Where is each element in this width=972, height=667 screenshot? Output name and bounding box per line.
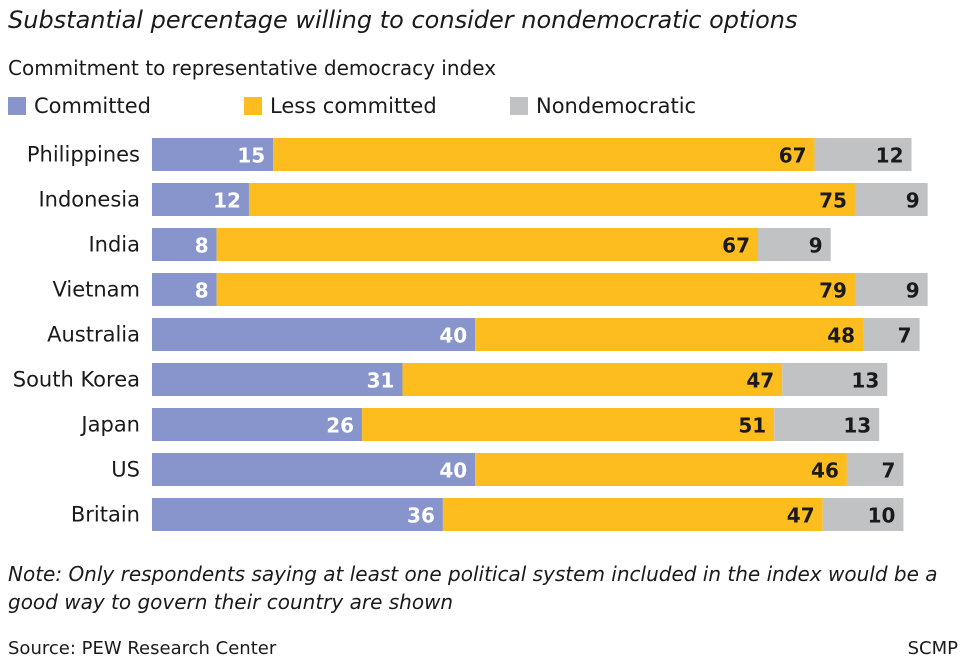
bar-row-britain: Britain 36 47 10 xyxy=(71,498,904,531)
data-label-committed: 31 xyxy=(367,369,395,393)
data-label-committed: 40 xyxy=(439,459,467,483)
data-label-less-committed: 67 xyxy=(779,144,807,168)
bar-segment-committed xyxy=(152,498,443,531)
data-label-nondemocratic: 10 xyxy=(868,504,896,528)
bar-segment-nondemocratic xyxy=(814,138,912,171)
data-label-nondemocratic: 9 xyxy=(906,189,920,213)
category-label: Indonesia xyxy=(38,188,140,212)
data-label-nondemocratic: 9 xyxy=(906,279,920,303)
bar-segment-nondemocratic xyxy=(854,273,928,306)
data-label-nondemocratic: 9 xyxy=(809,234,823,258)
bar-row-india: India 8 67 9 xyxy=(88,228,831,261)
legend-swatch-less-committed xyxy=(244,97,262,115)
chart-note: Note: Only respondents saying at least o… xyxy=(8,562,938,614)
data-label-less-committed: 79 xyxy=(819,279,847,303)
bar-segment-nondemocratic xyxy=(854,183,928,216)
bar-segment-committed xyxy=(152,318,476,351)
bar-segment-nondemocratic xyxy=(846,453,904,486)
category-label: Vietnam xyxy=(52,278,140,302)
bar-row-us: US 40 46 7 xyxy=(111,453,904,486)
bar-segment-less-committed xyxy=(248,183,855,216)
bar-segment-nondemocratic xyxy=(774,408,880,441)
bar-segment-committed xyxy=(152,183,249,216)
bar-segment-less-committed xyxy=(475,453,847,486)
bar-segment-committed xyxy=(152,273,217,306)
bar-row-south-korea: South Korea 31 47 13 xyxy=(13,363,888,396)
category-label: Australia xyxy=(47,323,140,347)
data-label-less-committed: 46 xyxy=(811,459,839,483)
chart-title: Substantial percentage willing to consid… xyxy=(8,6,798,34)
bar-segment-nondemocratic xyxy=(863,318,920,351)
bar-row-australia: Australia 40 48 7 xyxy=(47,318,920,351)
legend-swatch-committed xyxy=(8,97,26,115)
bar-row-philippines: Philippines 15 67 12 xyxy=(27,138,912,171)
bar-segment-nondemocratic xyxy=(782,363,888,396)
chart-subtitle: Commitment to representative democracy i… xyxy=(8,56,497,80)
legend: Committed Less committed Nondemocratic xyxy=(8,94,968,122)
data-label-less-committed: 48 xyxy=(827,324,855,348)
data-label-committed: 40 xyxy=(439,324,467,348)
credit-text: SCMP xyxy=(907,638,958,659)
bar-segment-less-committed xyxy=(402,363,783,396)
bar-segment-committed xyxy=(152,138,274,171)
bar-segment-nondemocratic xyxy=(758,228,831,261)
data-label-committed: 15 xyxy=(237,144,265,168)
data-label-nondemocratic: 13 xyxy=(843,414,871,438)
category-label: US xyxy=(111,458,140,482)
data-label-committed: 36 xyxy=(407,504,435,528)
category-label: Philippines xyxy=(27,143,140,167)
legend-swatch-nondemocratic xyxy=(510,97,528,115)
data-label-nondemocratic: 12 xyxy=(876,144,904,168)
data-label-less-committed: 47 xyxy=(746,369,774,393)
bar-segment-less-committed xyxy=(216,228,758,261)
bar-segment-less-committed xyxy=(362,408,775,441)
data-label-less-committed: 51 xyxy=(738,414,766,438)
data-label-less-committed: 75 xyxy=(819,189,847,213)
bar-segment-less-committed xyxy=(273,138,815,171)
legend-label-less-committed: Less committed xyxy=(270,94,437,118)
bar-segment-committed xyxy=(152,408,363,441)
legend-label-committed: Committed xyxy=(34,94,151,118)
data-label-committed: 8 xyxy=(195,234,209,258)
bar-segment-nondemocratic xyxy=(822,498,904,531)
category-label: South Korea xyxy=(13,368,140,392)
data-label-committed: 26 xyxy=(326,414,354,438)
legend-item-nondemocratic: Nondemocratic xyxy=(510,94,696,118)
bar-segment-committed xyxy=(152,228,217,261)
stacked-bar-chart: Philippines 15 67 12 Indonesia 12 75 9 India 8 67 9… xyxy=(13,138,928,531)
source-text: Source: PEW Research Center xyxy=(8,638,277,659)
bar-segment-committed xyxy=(152,453,476,486)
data-label-less-committed: 67 xyxy=(722,234,750,258)
bar-row-japan: Japan 26 51 13 xyxy=(79,408,880,441)
legend-item-committed: Committed xyxy=(8,94,151,118)
legend-label-nondemocratic: Nondemocratic xyxy=(536,94,697,118)
data-label-nondemocratic: 13 xyxy=(851,369,879,393)
category-label: Japan xyxy=(79,413,140,437)
category-label: India xyxy=(88,233,140,257)
bar-segment-less-committed xyxy=(475,318,864,351)
data-label-committed: 12 xyxy=(213,189,241,213)
category-label: Britain xyxy=(71,503,140,527)
data-label-less-committed: 47 xyxy=(787,504,815,528)
data-label-nondemocratic: 7 xyxy=(898,324,912,348)
bar-segment-less-committed xyxy=(216,273,855,306)
bar-segment-committed xyxy=(152,363,403,396)
data-label-committed: 8 xyxy=(195,279,209,303)
legend-item-less-committed: Less committed xyxy=(244,94,437,118)
bar-segment-less-committed xyxy=(442,498,823,531)
data-label-nondemocratic: 7 xyxy=(882,459,896,483)
bar-row-indonesia: Indonesia 12 75 9 xyxy=(38,183,928,216)
bar-row-vietnam: Vietnam 8 79 9 xyxy=(52,273,928,306)
